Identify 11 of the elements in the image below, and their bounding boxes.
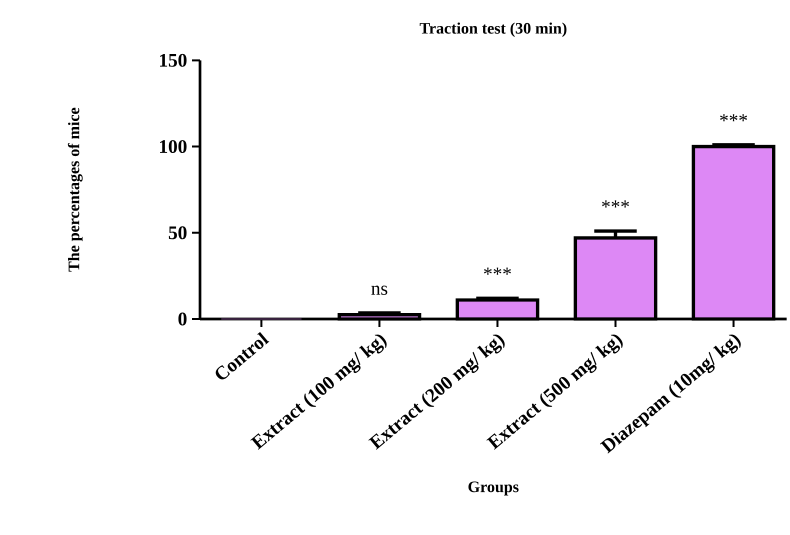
annotation: ***	[484, 268, 511, 275]
annotation: ***	[602, 200, 629, 208]
y-tick-label: 100	[160, 140, 187, 154]
annotation: ***	[720, 114, 748, 122]
y-tick-label: 0	[178, 312, 187, 326]
annotation: ns	[371, 286, 388, 295]
y-axis-title: The percentages of mice	[68, 108, 83, 272]
y-tick-label: 150	[160, 54, 187, 67]
chart-title: Traction test (30 min)	[420, 22, 566, 37]
x-axis-title: Groups	[468, 481, 519, 496]
y-tick-label: 50	[168, 226, 187, 240]
